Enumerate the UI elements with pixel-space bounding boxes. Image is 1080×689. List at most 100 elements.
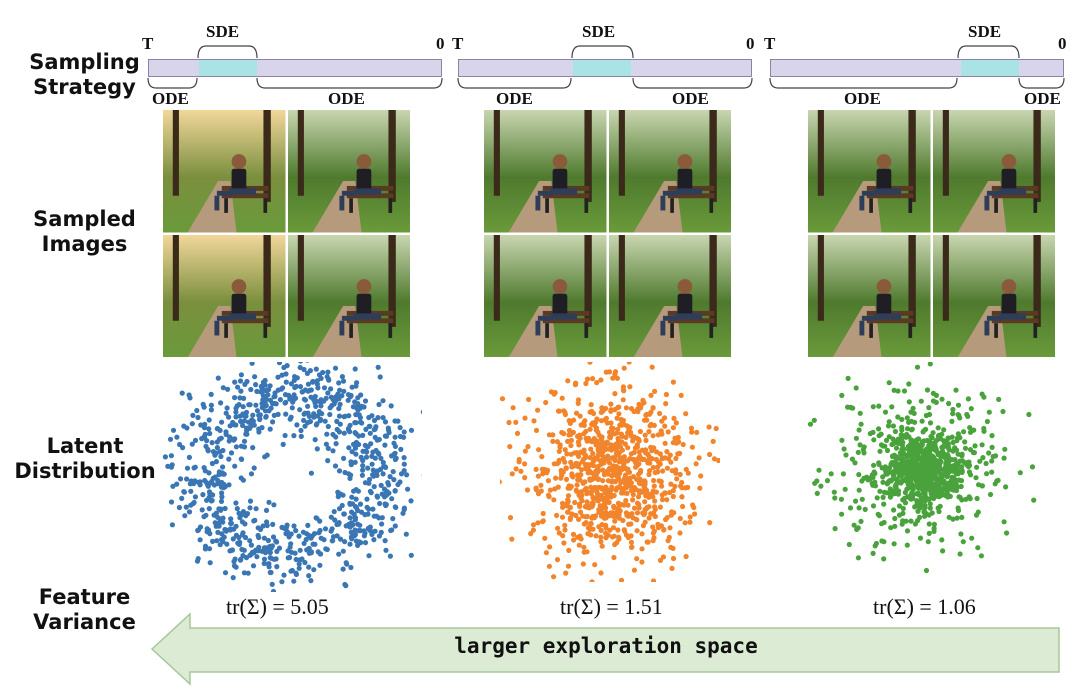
scatter-point [621,365,627,371]
sampled-image [808,234,931,357]
scatter-point [265,392,271,398]
scatter-point [968,406,974,412]
scatter-point [931,528,937,534]
scatter-point [218,453,224,460]
ode-right-label: ODE [328,89,365,108]
scatter-point [638,456,644,462]
scatter-point [380,471,386,477]
scatter-point [216,436,223,442]
scatter-point [950,516,956,522]
scatter-point [383,433,390,439]
scatter-point [280,385,286,391]
scatter-point [294,422,300,428]
scatter-point [651,477,657,484]
scatter-point [324,374,330,380]
scatter-point [946,493,952,499]
scatter-point [565,378,571,384]
scatter-point [251,518,257,524]
scatter-point [566,427,573,434]
scatter-point [616,411,622,417]
scatter-point [357,501,364,507]
scatter-point [229,547,235,553]
scatter-point [642,499,648,505]
scatter-point [646,429,652,435]
scatter-point [567,516,573,522]
scatter-point [685,470,691,476]
scatter-point [374,494,381,500]
scatter-point [930,463,936,469]
scatter-point [949,418,955,424]
scatter-point [672,435,678,441]
scatter-point [663,516,669,523]
scatter-point [224,405,230,411]
scatter-point [599,485,605,491]
sampled-image [808,110,931,233]
scatter-point [169,462,175,468]
scatter-point [1001,455,1007,461]
scatter-point [584,549,590,555]
scatter-point [337,421,343,427]
scatter-point [623,405,629,411]
scatter-point [590,526,596,532]
scatter-point [969,535,975,541]
scatter-point [635,406,641,412]
scatter-point [564,451,570,457]
scatter-point [162,454,168,460]
scatter-point [636,502,642,508]
scatter-point [174,434,180,440]
scatter-point [816,467,822,473]
scatter-point [362,398,369,404]
scatter-point [584,513,590,520]
scatter-point [662,440,668,446]
scatter-point [850,405,856,411]
scatter-point [208,407,214,413]
scatter-point [919,418,925,424]
sampled-image [608,234,731,357]
scatter-point [667,525,673,531]
scatter-point [691,504,697,511]
scatter-point [886,465,893,471]
scatter-point [605,478,611,484]
scatter-point [614,485,620,491]
scatter-point [623,434,629,440]
ode-left-label: ODE [152,89,189,108]
scatter-point [663,401,669,407]
scatter-point [235,384,241,390]
scatter-point [926,496,932,502]
scatter-point [340,548,346,554]
scatter-point [367,423,373,429]
scatter-point [306,550,312,556]
scatter-point [630,438,636,444]
scatter-point [291,392,297,398]
scatter-point [365,465,371,471]
scatter-point [170,427,177,433]
scatter-point [839,511,845,517]
scatter-point [392,523,398,529]
scatter-point [215,529,221,535]
scatter-point [643,437,649,443]
scatter-point [587,426,593,432]
scatter-point [288,414,294,420]
scatter-point [957,551,963,557]
scatter-point [639,559,645,565]
scatter-point [856,472,862,478]
sde-segment [198,60,258,76]
scatter-point [900,510,906,516]
scatter-point [315,549,321,555]
scatter-point [646,504,652,510]
scatter-point [509,471,515,477]
scatter-point [843,452,849,458]
scatter-point [192,437,199,443]
scatter-point [345,392,352,398]
scatter-point [655,464,661,470]
scatter-point [624,512,630,518]
scatter-point [366,414,372,421]
scatter-point [181,489,187,495]
scatter-point [522,415,528,421]
scatter-point [224,541,230,547]
scatter-point [391,451,397,457]
sampled-image [163,234,286,357]
scatter-point [593,468,599,474]
scatter-point [248,542,254,548]
scatter-point [287,554,293,561]
